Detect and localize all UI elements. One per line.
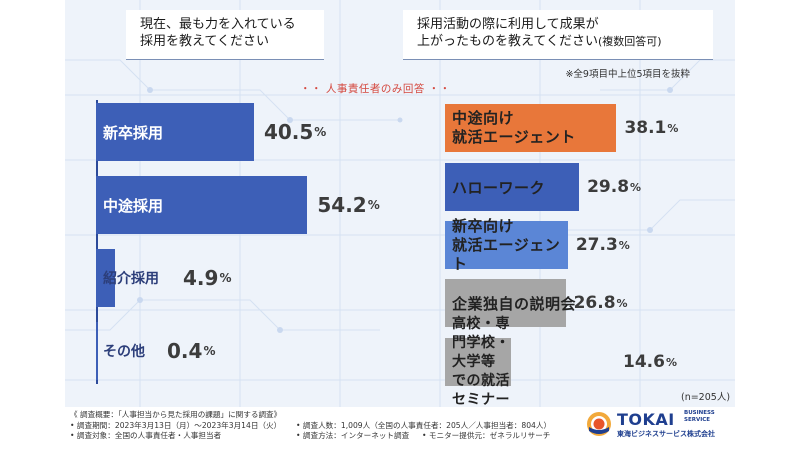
sample-size-note: (n=205人): [681, 392, 731, 403]
left-bar: [96, 176, 308, 234]
right-category-label: 新卒向け 就活エージェント: [452, 216, 561, 273]
question-left: 現在、最も力を入れている 採用を教えてください: [126, 10, 324, 60]
right-category-label: 中途向け 就活エージェント: [452, 109, 576, 146]
survey-method: • 調査方法：インターネット調査: [296, 431, 410, 440]
left-category-label: 新卒採用: [103, 123, 164, 142]
logo-company-name: 東海ビジネスサービス株式会社: [617, 430, 715, 438]
right-category-label: ハローワーク: [452, 178, 546, 197]
question-right: 採用活動の際に利用して成果が 上がったものを教えてください(複数回答可): [403, 10, 713, 60]
left-bar: [96, 322, 98, 380]
survey-summary: 《 調査概要：「人事担当から見た採用の課題」に関する調査》 • 調査期間：202…: [70, 410, 551, 442]
right-bar: 中途向け 就活エージェント: [445, 104, 617, 152]
right-bar: ハローワーク: [445, 163, 580, 211]
survey-target: • 調査対象：全国の人事責任者・人事担当者: [70, 431, 222, 440]
right-value: 26.8: [573, 293, 616, 313]
left-percent-sign: %: [314, 125, 327, 139]
left-category-label: 中途採用: [103, 196, 164, 215]
survey-people: • 調査人数：1,009人（全国の人事責任者：205人／人事担当者：804人）: [296, 420, 552, 430]
right-category-label: 高校・専門学校・大学等 での就活セミナー: [452, 315, 510, 408]
tokai-logo-icon: [587, 412, 611, 436]
left-bar: [96, 103, 254, 161]
left-value-label: 54.2%: [317, 176, 379, 234]
right-value: 27.3: [575, 235, 618, 255]
right-value-label: 27.3%: [576, 221, 630, 269]
right-value-label: 38.1%: [624, 104, 678, 152]
right-percent-sign: %: [630, 180, 642, 194]
left-percent-sign: %: [219, 271, 232, 285]
right-bar: 新卒向け 就活エージェント: [445, 217, 568, 273]
right-percent-sign: %: [616, 296, 628, 310]
survey-monitor: • モニター提供元：ゼネラルリサーチ: [422, 431, 551, 440]
left-category-label: 紹介採用: [103, 271, 159, 287]
right-percent-sign: %: [618, 238, 630, 252]
right-value: 38.1: [624, 118, 667, 138]
left-bar: [96, 249, 116, 307]
left-value-label: 40.5%: [264, 103, 326, 161]
right-value: 14.6: [623, 352, 665, 372]
question-right-line2: 上がったものを教えてください: [417, 34, 598, 49]
left-value: 0.4: [167, 339, 203, 363]
right-value-label: 29.8%: [587, 163, 641, 211]
right-bar: 高校・専門学校・大学等 での就活セミナー: [445, 316, 511, 408]
question-left-line2: 採用を教えてください: [140, 34, 269, 49]
survey-title: 《 調査概要：「人事担当から見た採用の課題」に関する調査》: [70, 410, 282, 419]
right-value-label: 26.8%: [574, 279, 628, 327]
left-category-label: その他: [103, 344, 145, 360]
right-value: 29.8: [587, 177, 630, 197]
footer: 《 調査概要：「人事担当から見た採用の課題」に関する調査》 • 調査期間：202…: [0, 407, 800, 450]
right-value-label: 14.6%: [623, 338, 677, 386]
question-left-line1: 現在、最も力を入れている: [140, 17, 296, 32]
respondent-note: ・・ 人事責任者のみ回答 ・・: [300, 83, 451, 95]
left-chart-axis: [96, 100, 98, 384]
logo-name: TOKAI: [617, 410, 675, 429]
left-value-label: 4.9%: [183, 249, 231, 307]
left-value: 54.2: [317, 193, 367, 217]
left-value: 40.5: [263, 120, 314, 144]
logo-tagline: BUSINESS SERVICE: [684, 410, 715, 423]
left-value: 4.9: [183, 266, 219, 290]
right-bar: 企業独自の説明会: [445, 279, 576, 327]
right-category-label: 企業独自の説明会: [452, 294, 577, 313]
right-percent-sign: %: [665, 355, 677, 369]
survey-period: • 調査期間：2023年3月13日（月）〜2023年3月14日（火）: [70, 420, 282, 430]
question-right-line1: 採用活動の際に利用して成果が: [417, 17, 599, 32]
subset-note: ※全9項目中上位5項目を抜粋: [565, 69, 690, 80]
right-percent-sign: %: [667, 121, 679, 135]
left-value-label: 0.4%: [167, 322, 215, 380]
left-percent-sign: %: [203, 344, 216, 358]
question-right-note: (複数回答可): [597, 35, 662, 48]
left-percent-sign: %: [367, 198, 380, 212]
